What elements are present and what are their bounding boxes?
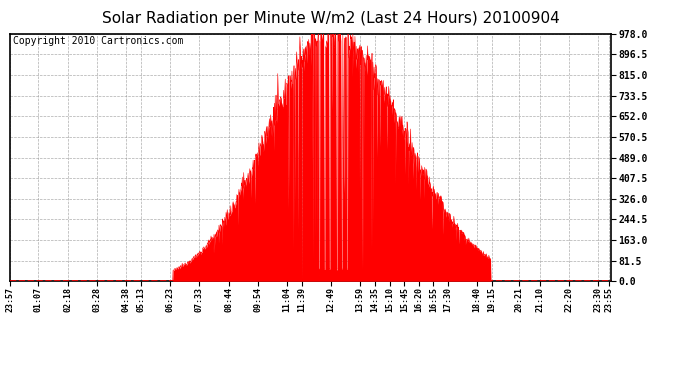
Text: Solar Radiation per Minute W/m2 (Last 24 Hours) 20100904: Solar Radiation per Minute W/m2 (Last 24… xyxy=(102,11,560,26)
Text: Copyright 2010 Cartronics.com: Copyright 2010 Cartronics.com xyxy=(13,36,184,46)
